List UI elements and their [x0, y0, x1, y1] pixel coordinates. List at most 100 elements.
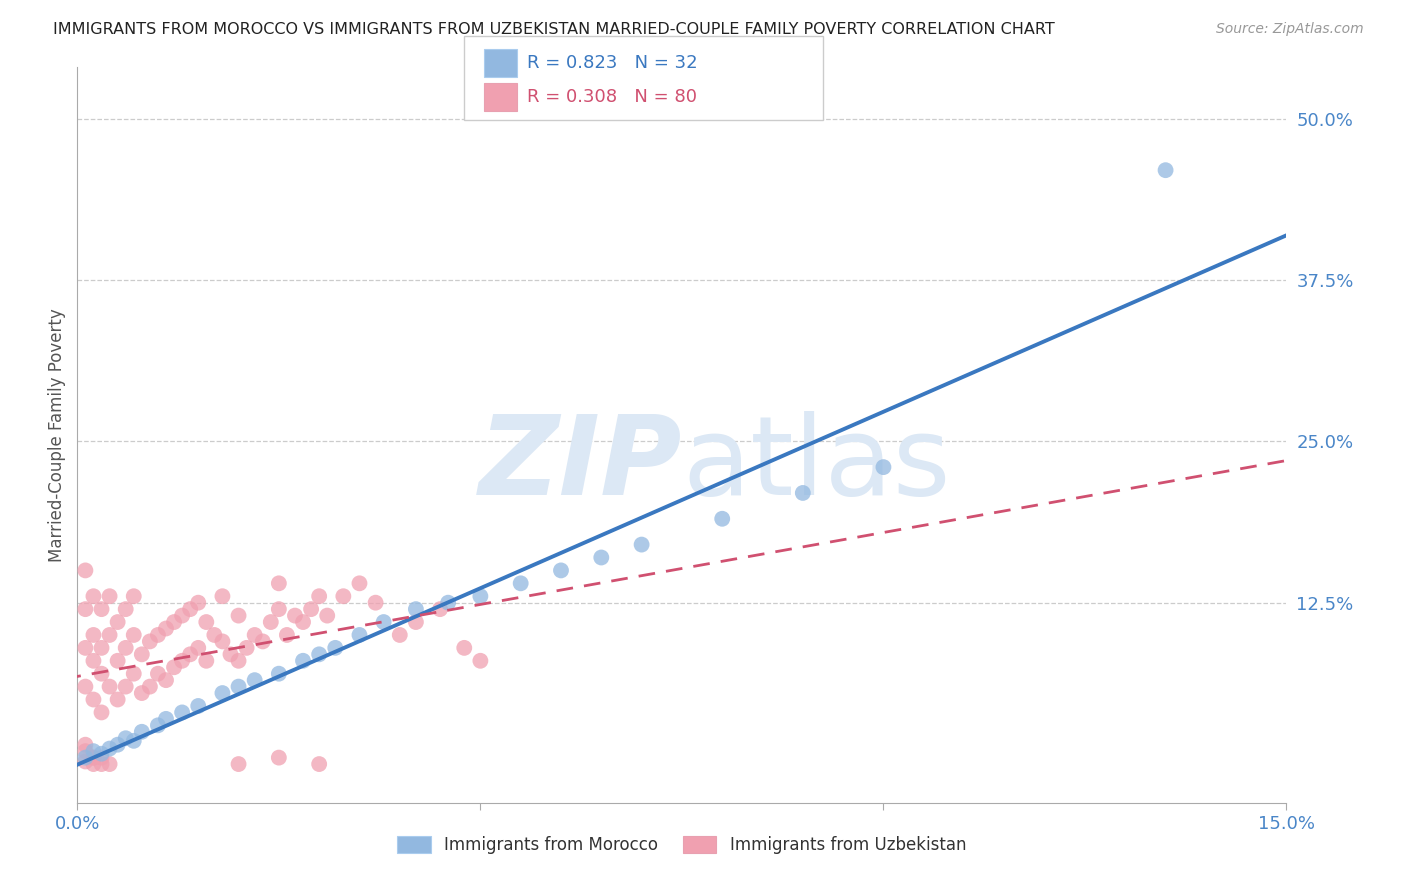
Point	[107, 692, 129, 706]
Point	[114, 602, 136, 616]
Point	[1154, 163, 1177, 178]
Text: Source: ZipAtlas.com: Source: ZipAtlas.com	[1216, 22, 1364, 37]
Point	[90, 706, 112, 720]
Point	[146, 718, 169, 732]
Point	[872, 460, 894, 475]
Point	[187, 698, 209, 713]
Point	[308, 648, 330, 662]
Point	[90, 602, 112, 616]
Point	[429, 602, 451, 616]
Point	[453, 640, 475, 655]
Point	[75, 602, 97, 616]
Point	[292, 615, 315, 629]
Point	[82, 744, 104, 758]
Point	[98, 589, 121, 603]
Point	[364, 596, 387, 610]
Point	[75, 738, 97, 752]
Point	[179, 648, 201, 662]
Legend: Immigrants from Morocco, Immigrants from Uzbekistan: Immigrants from Morocco, Immigrants from…	[391, 830, 973, 861]
Point	[711, 512, 734, 526]
Point	[243, 628, 266, 642]
Point	[98, 628, 121, 642]
Point	[139, 634, 162, 648]
Point	[405, 602, 427, 616]
Point	[292, 654, 315, 668]
Point	[75, 680, 97, 694]
Point	[202, 628, 225, 642]
Point	[131, 724, 153, 739]
Point	[388, 628, 411, 642]
Point	[211, 634, 233, 648]
Point	[139, 680, 162, 694]
Point	[82, 692, 104, 706]
Point	[82, 654, 104, 668]
Point	[107, 738, 129, 752]
Point	[98, 680, 121, 694]
Point	[252, 634, 274, 648]
Point	[98, 757, 121, 772]
Point	[155, 712, 177, 726]
Point	[308, 589, 330, 603]
Point	[90, 666, 112, 681]
Point	[90, 640, 112, 655]
Point	[630, 538, 652, 552]
Point	[131, 686, 153, 700]
Point	[284, 608, 307, 623]
Point	[299, 602, 322, 616]
Point	[211, 589, 233, 603]
Point	[179, 602, 201, 616]
Point	[131, 648, 153, 662]
Point	[114, 731, 136, 746]
Text: R = 0.308   N = 80: R = 0.308 N = 80	[527, 88, 697, 106]
Point	[195, 654, 218, 668]
Point	[591, 550, 613, 565]
Point	[267, 666, 290, 681]
Point	[82, 757, 104, 772]
Point	[90, 750, 112, 764]
Point	[243, 673, 266, 688]
Point	[228, 680, 250, 694]
Point	[550, 563, 572, 577]
Point	[146, 628, 169, 642]
Point	[228, 757, 250, 772]
Point	[470, 589, 492, 603]
Point	[107, 654, 129, 668]
Point	[75, 755, 97, 769]
Point	[308, 757, 330, 772]
Point	[470, 654, 492, 668]
Point	[195, 615, 218, 629]
Point	[187, 640, 209, 655]
Point	[163, 660, 186, 674]
Point	[122, 628, 145, 642]
Point	[219, 648, 242, 662]
Point	[316, 608, 339, 623]
Point	[437, 596, 460, 610]
Point	[509, 576, 531, 591]
Point	[405, 615, 427, 629]
Point	[122, 589, 145, 603]
Point	[122, 666, 145, 681]
Point	[75, 750, 97, 764]
Point	[211, 686, 233, 700]
Point	[172, 706, 194, 720]
Point	[267, 602, 290, 616]
Point	[235, 640, 257, 655]
Point	[228, 654, 250, 668]
Point	[114, 680, 136, 694]
Text: IMMIGRANTS FROM MOROCCO VS IMMIGRANTS FROM UZBEKISTAN MARRIED-COUPLE FAMILY POVE: IMMIGRANTS FROM MOROCCO VS IMMIGRANTS FR…	[53, 22, 1054, 37]
Point	[172, 608, 194, 623]
Point	[82, 628, 104, 642]
Point	[75, 744, 97, 758]
Point	[155, 622, 177, 636]
Point	[163, 615, 186, 629]
Point	[146, 666, 169, 681]
Point	[267, 576, 290, 591]
Point	[323, 640, 346, 655]
Point	[276, 628, 298, 642]
Point	[267, 750, 290, 764]
Point	[187, 596, 209, 610]
Text: atlas: atlas	[682, 411, 950, 517]
Point	[75, 563, 97, 577]
Point	[792, 486, 814, 500]
Point	[349, 628, 371, 642]
